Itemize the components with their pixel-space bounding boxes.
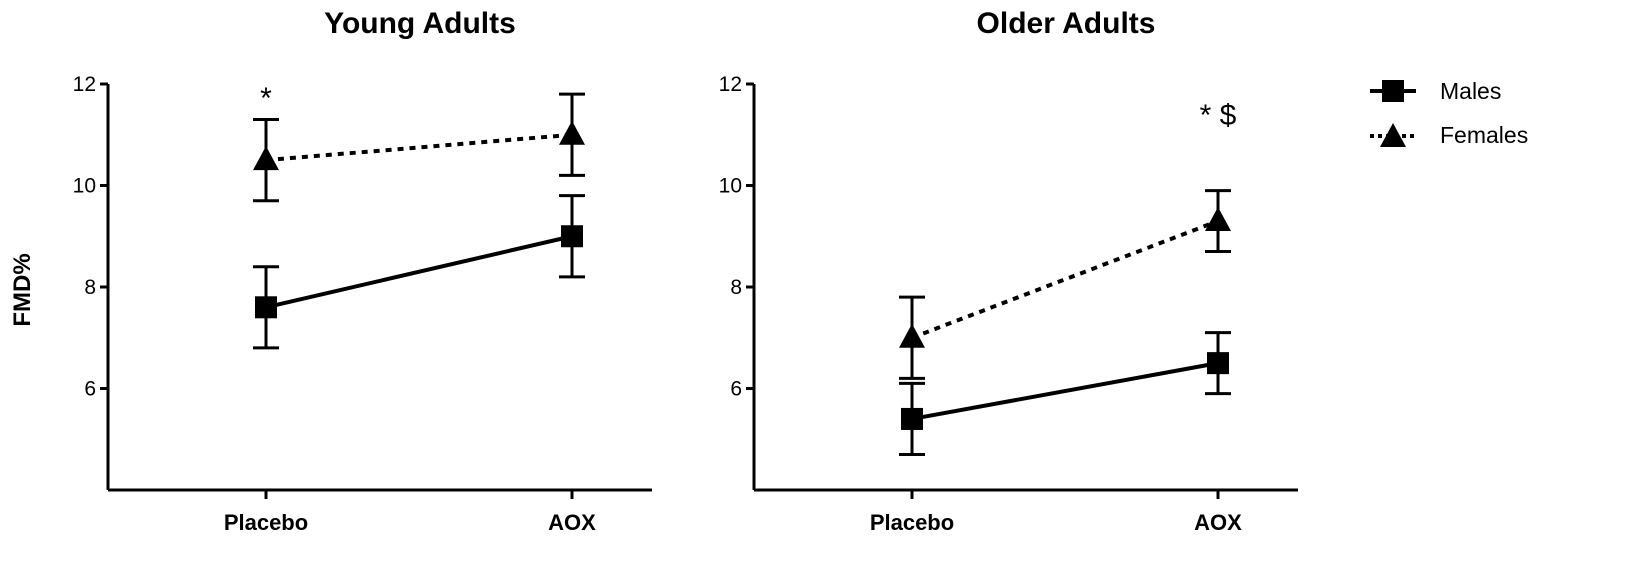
legend-label-females: Females xyxy=(1440,122,1528,148)
data-point-triangle xyxy=(253,146,279,171)
y-tick-label: 12 xyxy=(719,73,742,96)
data-point-square xyxy=(1207,352,1229,375)
data-point-square xyxy=(255,296,277,319)
y-axis-label: FMD% xyxy=(9,253,36,326)
triangle-marker-icon xyxy=(1380,123,1406,147)
series-line-males xyxy=(911,361,1219,421)
legend: Males Females xyxy=(1370,78,1528,148)
y-tick-label: 10 xyxy=(719,175,742,198)
x-tick-label: Placebo xyxy=(870,510,954,535)
axes: 6 8 10 12 xyxy=(719,73,1298,499)
chart-title: Older Adults xyxy=(977,7,1156,40)
older-adults-panel: Older Adults 6 8 10 12 Placebo AOX * $ xyxy=(719,7,1298,535)
y-tick-label: 6 xyxy=(84,378,96,401)
legend-label-males: Males xyxy=(1440,78,1501,104)
x-tick-label: AOX xyxy=(548,510,596,535)
series-line-females xyxy=(911,219,1219,340)
data-point-triangle xyxy=(559,120,585,145)
young-adults-panel: Young Adults FMD% 6 8 10 12 Placebo AOX * xyxy=(9,7,652,535)
x-tick-label: Placebo xyxy=(224,510,308,535)
y-tick-label: 8 xyxy=(84,276,96,299)
significance-annotation: * $ xyxy=(1200,99,1237,132)
series-line-males xyxy=(265,234,573,310)
y-tick-label: 6 xyxy=(730,378,742,401)
data-point-square xyxy=(901,407,923,430)
series-line-females xyxy=(265,132,573,163)
data-point-triangle xyxy=(1205,207,1231,232)
data-point-square xyxy=(561,225,583,248)
axes: 6 8 10 12 xyxy=(73,73,652,499)
y-tick-label: 8 xyxy=(730,276,742,299)
y-tick-label: 10 xyxy=(73,175,96,198)
x-tick-label: AOX xyxy=(1194,510,1242,535)
data-marks xyxy=(253,92,585,350)
chart-title: Young Adults xyxy=(324,7,516,40)
square-marker-icon xyxy=(1382,80,1404,102)
y-tick-label: 12 xyxy=(73,73,96,96)
data-marks xyxy=(899,189,1231,456)
significance-annotation: * xyxy=(260,82,272,115)
data-point-triangle xyxy=(899,323,925,348)
